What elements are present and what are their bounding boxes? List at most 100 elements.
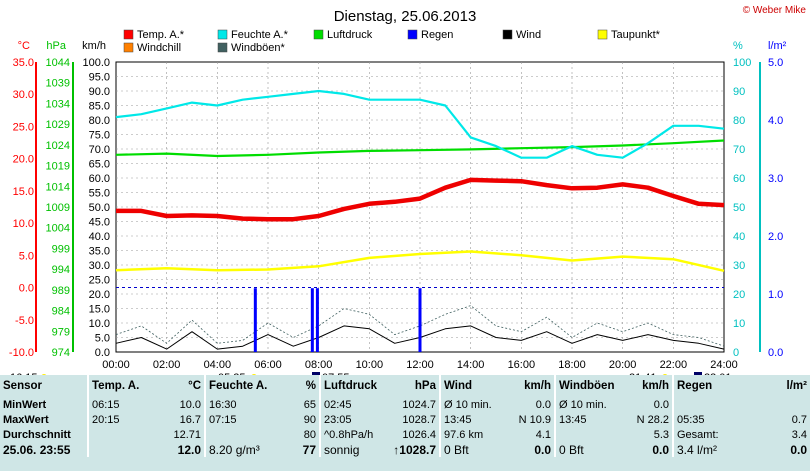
stats-cell: 90 [270, 412, 321, 427]
series-line-taupunkt [115, 250, 725, 273]
tick-label-temp: 35.0 [13, 57, 34, 69]
stats-table: Sensor Temp. A. °C Feuchte A. % Luftdruc… [0, 375, 810, 471]
header-hum-unit: % [270, 375, 321, 397]
stats-cell: 0 Bft [444, 442, 469, 457]
row-label: MaxWert [0, 412, 89, 427]
stats-cell: 23:05 [324, 413, 352, 426]
x-tick-label: 18:00 [558, 359, 586, 371]
stats-cell: 05:35 [677, 413, 705, 426]
row-label: 25.06. 23:55 [0, 442, 89, 457]
x-tick-label: 12:00 [406, 359, 434, 371]
stats-cell: 5.3 [623, 427, 674, 442]
stats-cell: ^0.8hPa/h [324, 428, 374, 441]
legend-swatch [123, 42, 134, 53]
tick-label-pressure: 984 [52, 306, 70, 318]
header-press-unit: hPa [390, 375, 441, 397]
tick-label-pressure: 1004 [46, 223, 70, 235]
stats-row-max: MaxWert 20:15 16.7 07:15 90 23:05 1028.7… [0, 412, 810, 427]
stats-cell: 12.71 [153, 427, 206, 442]
tick-label-wind: 45.0 [89, 217, 110, 229]
stats-cell [88, 427, 153, 442]
tick-label-wind: 90.0 [89, 86, 110, 98]
tick-label-rain: 0.0 [768, 347, 783, 359]
tick-label-humidity: 80 [733, 115, 745, 127]
stats-cell: 16:30 [209, 398, 237, 411]
tick-label-humidity: 40 [733, 231, 745, 243]
stats-cell: 06:15 [92, 398, 120, 411]
tick-label-wind: 75.0 [89, 130, 110, 142]
stats-row-avg: Durchschnitt 12.71 80 ^0.8hPa/h 1026.4 9… [0, 427, 810, 442]
stats-cell: 0.0 [510, 397, 556, 412]
stats-cell: 8.20 g/m³ [209, 442, 260, 457]
x-tick-label: 24:00 [710, 359, 738, 371]
stats-cell [205, 427, 270, 442]
header-gust-unit: km/h [623, 375, 674, 397]
stats-cell: 4.1 [510, 427, 556, 442]
tick-label-temp: -5.0 [15, 315, 34, 327]
stats-cell: 3.4 [791, 428, 807, 441]
axis-unit-temp: °C [18, 40, 30, 52]
row-label: Durchschnitt [0, 427, 89, 442]
axis-unit-pressure: hPa [46, 40, 66, 52]
x-tick-label: 00:00 [102, 359, 130, 371]
series-line-tempa [116, 177, 725, 222]
tick-label-wind: 20.0 [89, 289, 110, 301]
stats-cell: 1026.4 [390, 427, 441, 442]
tick-label-wind: 100.0 [82, 57, 110, 69]
rain-bar [253, 288, 257, 352]
stats-cell [673, 397, 743, 412]
header-gust: Windböen [559, 380, 615, 392]
stats-cell: 13:45 [559, 413, 587, 426]
tick-label-humidity: 0 [733, 347, 739, 359]
header-temp-unit: °C [153, 375, 206, 397]
tick-label-pressure: 999 [52, 243, 70, 255]
tick-label-wind: 5.0 [95, 333, 110, 345]
legend-swatch [217, 42, 228, 53]
rain-bar [315, 288, 319, 352]
header-rain-unit: l/m² [786, 380, 807, 392]
x-tick-label: 02:00 [153, 359, 181, 371]
legend-swatch [502, 29, 513, 40]
stats-cell: Gesamt: [677, 428, 719, 441]
legend-label: Luftdruck [327, 29, 373, 41]
stats-cell: 0.7 [791, 413, 807, 426]
legend-label: Windchill [137, 42, 181, 54]
tick-label-wind: 85.0 [89, 101, 110, 113]
legend-label: Regen [421, 29, 453, 41]
x-tick-label: 06:00 [254, 359, 282, 371]
copyright-text: © Weber Mike [743, 5, 807, 16]
rain-bar [310, 288, 314, 352]
stats-cell: Ø 10 min. [559, 398, 607, 411]
series-line-feuchtea [115, 89, 725, 159]
tick-label-pressure: 1039 [46, 78, 70, 90]
stats-cell: 0.0 [623, 442, 674, 457]
stats-cell: 0.0 [790, 442, 807, 457]
x-tick-label: 10:00 [356, 359, 384, 371]
stats-cell: 1024.7 [390, 397, 441, 412]
tick-label-wind: 55.0 [89, 188, 110, 200]
tick-label-pressure: 1019 [46, 161, 70, 173]
tick-label-pressure: 994 [52, 264, 70, 276]
stats-cell: 20:15 [92, 413, 120, 426]
tick-label-humidity: 30 [733, 260, 745, 272]
tick-label-temp: 25.0 [13, 121, 34, 133]
tick-label-humidity: 70 [733, 144, 745, 156]
x-tick-label: 22:00 [660, 359, 688, 371]
tick-label-rain: 4.0 [768, 115, 783, 127]
row-label: MinWert [0, 397, 89, 412]
tick-label-humidity: 100 [733, 57, 751, 69]
stats-cell: 65 [270, 397, 321, 412]
stats-cell: N 10.9 [510, 412, 556, 427]
tick-label-humidity: 20 [733, 289, 745, 301]
tick-label-wind: 60.0 [89, 173, 110, 185]
stats-row-current: 25.06. 23:55 12.0 8.20 g/m³ 77 sonnig ↑1… [0, 442, 810, 457]
stats-cell: 07:15 [209, 413, 237, 426]
tick-label-wind: 70.0 [89, 144, 110, 156]
tick-label-wind: 50.0 [89, 202, 110, 214]
tick-label-wind: 10.0 [89, 318, 110, 330]
stats-cell: ↑1028.7 [390, 442, 441, 457]
tick-label-temp: 30.0 [13, 89, 34, 101]
header-rain: Regen [677, 380, 713, 392]
stats-cell: 16.7 [153, 412, 206, 427]
stats-cell: 13:45 [444, 413, 472, 426]
